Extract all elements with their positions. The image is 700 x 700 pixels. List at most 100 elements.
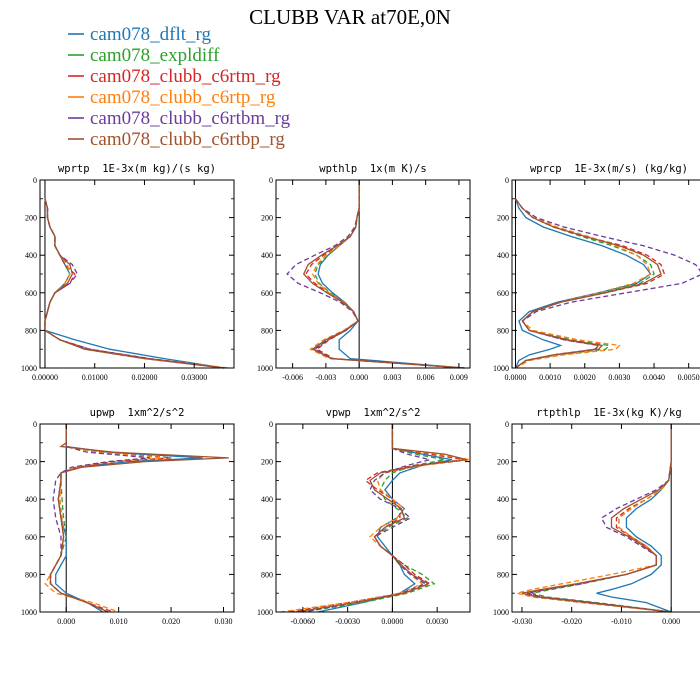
legend-label: cam078_clubb_c6rtm_rg bbox=[90, 66, 281, 87]
series-line bbox=[44, 198, 225, 369]
y-tick-label: 0 bbox=[505, 176, 509, 185]
x-tick-label: 0.0000 bbox=[504, 373, 526, 382]
plot-frame bbox=[39, 179, 235, 369]
series-line bbox=[302, 180, 465, 369]
series-line bbox=[313, 180, 465, 369]
x-tick-label: 0.000 bbox=[57, 617, 75, 626]
y-tick-label: 800 bbox=[497, 570, 509, 579]
y-tick-label: 200 bbox=[25, 458, 37, 467]
y-tick-label: 400 bbox=[25, 495, 37, 504]
legend-item: cam078_dflt_rg bbox=[68, 24, 212, 45]
y-tick-label: 400 bbox=[497, 251, 509, 260]
y-tick-label: 0 bbox=[269, 420, 273, 429]
legend-item: cam078_clubb_c6rtbp_rg bbox=[68, 129, 285, 150]
series-line bbox=[302, 424, 445, 613]
chart-panel: vpwp 1xm^2/s^2 0 200 400 600 800 1000 -0.0060 -0… bbox=[257, 407, 471, 626]
y-tick-label: 1000 bbox=[493, 608, 509, 617]
y-tick-label: 1000 bbox=[257, 364, 273, 373]
x-tick-label: 0.009 bbox=[450, 373, 468, 382]
x-tick-label: -0.030 bbox=[512, 617, 533, 626]
x-tick-label: 0.00000 bbox=[32, 373, 58, 382]
series-line bbox=[44, 424, 166, 613]
y-tick-label: 800 bbox=[261, 570, 273, 579]
y-tick-label: 0 bbox=[33, 176, 37, 185]
legend-label: cam078_clubb_c6rtbm_rg bbox=[90, 108, 291, 129]
y-tick-label: 600 bbox=[261, 289, 273, 298]
y-tick-label: 0 bbox=[33, 420, 37, 429]
y-tick-label: 600 bbox=[261, 533, 273, 542]
series-line bbox=[55, 424, 203, 613]
y-tick-label: 800 bbox=[497, 326, 509, 335]
chart-panel: wprtp 1E-3x(m kg)/(s kg) 0 200 400 600 800 100… bbox=[21, 163, 235, 382]
x-tick-label: 0.0010 bbox=[539, 373, 561, 382]
x-tick-label: 0.0030 bbox=[426, 617, 448, 626]
series-line bbox=[295, 424, 468, 613]
plot-frame bbox=[275, 179, 471, 369]
y-tick-label: 200 bbox=[25, 214, 37, 223]
x-tick-label: 0.03000 bbox=[181, 373, 207, 382]
y-tick-label: 1000 bbox=[21, 364, 37, 373]
series-line bbox=[44, 198, 225, 369]
figure-title: CLUBB VAR at70E,0N bbox=[249, 5, 451, 29]
legend-item: cam078_expldiff bbox=[68, 45, 220, 66]
series-line bbox=[521, 424, 672, 613]
series-line bbox=[44, 198, 225, 369]
legend-item: cam078_clubb_c6rtm_rg bbox=[68, 66, 281, 87]
y-tick-label: 800 bbox=[25, 326, 37, 335]
x-tick-label: -0.010 bbox=[611, 617, 632, 626]
x-tick-label: 0.030 bbox=[215, 617, 233, 626]
y-tick-label: 0 bbox=[269, 176, 273, 185]
series-line bbox=[596, 424, 672, 613]
legend-label: cam078_expldiff bbox=[90, 45, 220, 66]
panel-title: wprcp 1E-3x(m/s) (kg/kg) bbox=[530, 163, 688, 175]
y-tick-label: 200 bbox=[497, 214, 509, 223]
x-tick-label: -0.0060 bbox=[291, 617, 316, 626]
series-line bbox=[280, 424, 471, 613]
x-tick-label: -0.006 bbox=[282, 373, 303, 382]
x-tick-label: -0.003 bbox=[316, 373, 337, 382]
y-tick-label: 200 bbox=[261, 458, 273, 467]
y-tick-label: 600 bbox=[497, 533, 509, 542]
chart-panel: upwp 1xm^2/s^2 0 200 400 600 800 1000 0.000 0.01… bbox=[21, 407, 235, 626]
series-line bbox=[526, 424, 672, 613]
x-tick-label: 0.0040 bbox=[643, 373, 665, 382]
series-line bbox=[514, 198, 662, 369]
legend-label: cam078_clubb_c6rtp_rg bbox=[90, 87, 276, 108]
panel-title: wprtp 1E-3x(m kg)/(s kg) bbox=[58, 163, 216, 175]
legend: cam078_dflt_rgcam078_expldiffcam078_club… bbox=[68, 24, 291, 150]
y-tick-label: 1000 bbox=[21, 608, 37, 617]
y-tick-label: 400 bbox=[497, 495, 509, 504]
y-tick-label: 1000 bbox=[257, 608, 273, 617]
x-tick-label: -0.0030 bbox=[335, 617, 360, 626]
y-tick-label: 600 bbox=[497, 289, 509, 298]
x-tick-label: 0.02000 bbox=[131, 373, 157, 382]
x-tick-label: 0.006 bbox=[417, 373, 435, 382]
x-tick-label: 0.000 bbox=[662, 617, 680, 626]
series-line bbox=[531, 424, 672, 613]
y-tick-label: 400 bbox=[261, 495, 273, 504]
chart-panel: rtpthlp 1E-3x(kg K)/kg02004006008001000-… bbox=[493, 407, 700, 626]
series-line bbox=[309, 180, 465, 369]
y-tick-label: 800 bbox=[25, 570, 37, 579]
panel-title: wpthlp 1x(m K)/s bbox=[319, 163, 426, 175]
legend-label: cam078_clubb_c6rtbp_rg bbox=[90, 129, 285, 150]
x-tick-label: 0.0020 bbox=[574, 373, 596, 382]
chart-panel: wprcp 1E-3x(m/s) (kg/kg) 0 200 400 600 800 100… bbox=[493, 163, 700, 382]
series-line bbox=[526, 424, 672, 613]
series-line bbox=[514, 198, 700, 369]
series-line bbox=[287, 424, 465, 613]
series-line bbox=[44, 198, 225, 369]
panel-title: vpwp 1xm^2/s^2 bbox=[326, 407, 421, 419]
series-line bbox=[317, 424, 453, 613]
x-tick-label: 0.010 bbox=[110, 617, 128, 626]
y-tick-label: 800 bbox=[261, 326, 273, 335]
panel-title: upwp 1xm^2/s^2 bbox=[90, 407, 185, 419]
series-line bbox=[44, 198, 225, 369]
plot-frame bbox=[511, 179, 700, 369]
x-tick-label: 0.01000 bbox=[82, 373, 108, 382]
x-tick-label: 0.000 bbox=[350, 373, 368, 382]
y-tick-label: 200 bbox=[261, 214, 273, 223]
y-tick-label: 600 bbox=[25, 289, 37, 298]
x-tick-label: 0.0030 bbox=[608, 373, 630, 382]
series-line bbox=[305, 180, 465, 369]
